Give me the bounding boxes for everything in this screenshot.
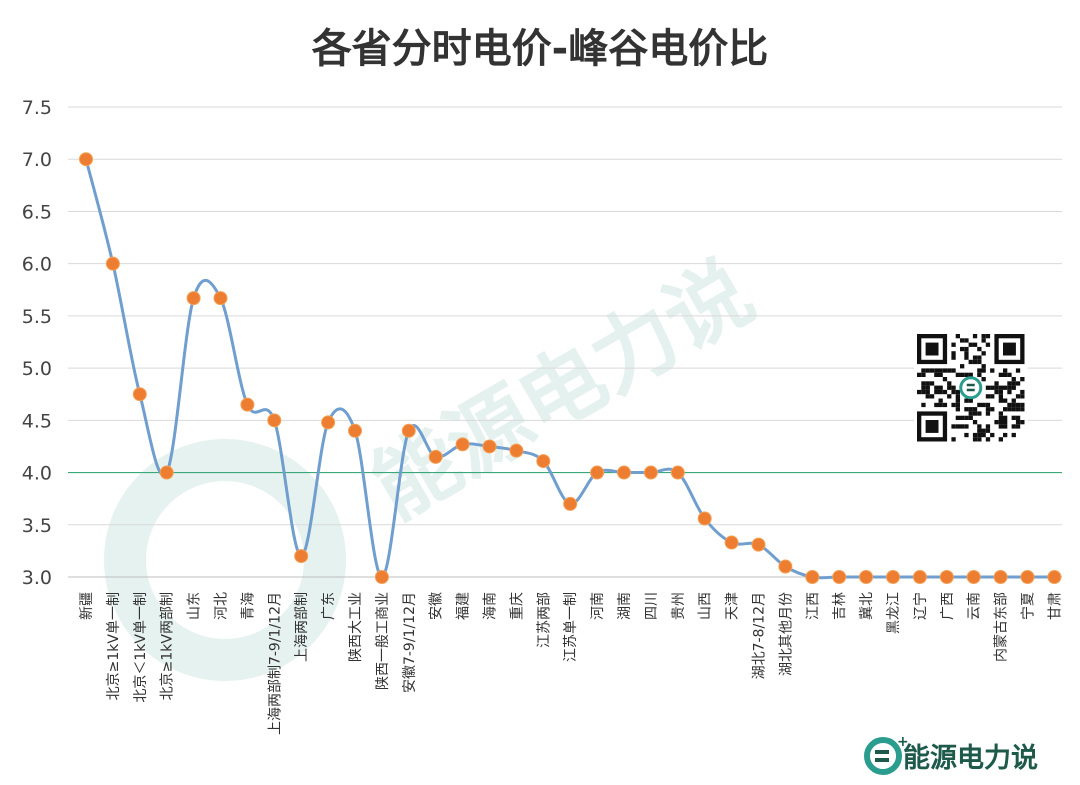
x-tick-label: 江苏两部 — [536, 592, 552, 648]
x-tick-label: 福建 — [456, 592, 472, 620]
x-tick-label: 辽宁 — [912, 592, 929, 620]
x-tick-label: 青海 — [240, 592, 256, 620]
x-tick-label: 湖北7-8/12月 — [752, 592, 768, 679]
data-point-28 — [832, 570, 847, 584]
x-tick-label: 陕西大工业 — [348, 592, 364, 662]
x-tick-label: 贵州 — [671, 592, 687, 620]
data-point-6 — [240, 397, 255, 412]
data-point-5 — [213, 291, 228, 306]
x-tick-label: 北京＜1kV单一制 — [133, 592, 149, 703]
data-point-3 — [159, 465, 174, 480]
data-point-21 — [643, 465, 658, 480]
x-tick-label: 山东 — [187, 592, 203, 620]
y-tick-label: 5.0 — [22, 358, 52, 380]
x-tick-label: 宁夏 — [1020, 592, 1037, 620]
brand-logo-icon: + — [864, 734, 909, 775]
data-point-7 — [267, 413, 282, 428]
watermark-logo-icon — [104, 439, 346, 681]
x-tick-label: 海南 — [483, 592, 499, 620]
data-point-29 — [859, 570, 874, 584]
data-point-18 — [563, 496, 578, 511]
data-point-26 — [778, 559, 793, 574]
data-point-20 — [617, 465, 631, 480]
y-tick-label: 5.5 — [22, 306, 52, 328]
chart-title: 各省分时电价-峰谷电价比 — [312, 26, 769, 72]
x-tick-label: 广西 — [940, 592, 956, 620]
x-tick-label: 江西 — [805, 592, 821, 620]
data-point-33 — [966, 570, 981, 584]
data-point-0 — [79, 152, 93, 167]
data-point-14 — [455, 437, 470, 452]
data-point-9 — [321, 415, 336, 430]
data-point-17 — [536, 454, 551, 469]
x-tick-label: 冀北 — [859, 592, 875, 620]
x-tick-label: 黑龙江 — [886, 592, 902, 634]
x-tick-label: 河南 — [590, 592, 606, 620]
data-point-32 — [939, 570, 954, 584]
x-tick-label: 甘肃 — [1047, 592, 1063, 620]
x-tick-label: 河北 — [214, 592, 230, 620]
data-point-25 — [751, 537, 766, 552]
x-tick-label: 湖北其他月份 — [778, 592, 794, 676]
x-tick-label: 安徽7-9/1/12月 — [402, 592, 418, 693]
data-point-35 — [1020, 570, 1035, 584]
data-point-16 — [509, 443, 524, 458]
data-point-36 — [1047, 570, 1062, 584]
data-point-15 — [482, 439, 497, 454]
data-point-22 — [670, 465, 685, 480]
data-points — [79, 152, 1062, 584]
data-point-2 — [132, 387, 147, 402]
y-tick-label: 3.0 — [22, 567, 52, 589]
y-tick-label: 3.5 — [22, 515, 52, 537]
data-point-10 — [348, 423, 362, 438]
x-tick-label: 云南 — [967, 592, 983, 620]
data-point-31 — [912, 570, 927, 584]
x-tick-label: 四川 — [644, 592, 660, 620]
x-tick-label: 北京≥1kV单一制 — [106, 592, 122, 700]
x-tick-label: 上海两部制7-9/1/12月 — [267, 592, 283, 735]
y-tick-label: 7.5 — [22, 97, 52, 119]
x-tick-label: 重庆 — [509, 592, 525, 620]
x-tick-label: 陕西一般工商业 — [375, 592, 391, 690]
data-point-13 — [428, 449, 443, 464]
data-point-11 — [374, 570, 389, 584]
x-tick-label: 天津 — [725, 592, 741, 620]
brand-logo: + 能源电力说 — [864, 734, 1038, 775]
data-point-24 — [724, 535, 739, 550]
data-point-1 — [105, 256, 120, 271]
data-point-19 — [590, 465, 605, 480]
y-tick-label: 4.5 — [22, 410, 52, 432]
y-tick-label: 6.5 — [22, 201, 52, 223]
x-tick-label: 广东 — [321, 592, 337, 620]
data-point-27 — [805, 570, 820, 584]
data-point-23 — [697, 511, 712, 526]
qr-code-icon — [914, 331, 1028, 445]
data-point-4 — [186, 291, 201, 306]
y-tick-label: 4.0 — [22, 463, 52, 485]
y-tick-label: 6.0 — [22, 254, 52, 276]
x-tick-label: 湖南 — [617, 592, 633, 620]
x-tick-label: 吉林 — [832, 592, 848, 620]
x-tick-label: 山西 — [698, 592, 714, 620]
data-point-12 — [401, 423, 416, 438]
data-point-34 — [993, 570, 1008, 584]
data-point-30 — [886, 570, 900, 584]
x-tick-label: 北京≥1kV两部制 — [160, 592, 176, 700]
x-tick-label: 内蒙古东部 — [994, 592, 1010, 662]
y-axis: 3.0 3.5 4.0 4.5 5.0 5.5 6.0 6.5 7.0 7.5 — [22, 97, 52, 589]
x-axis: 新疆 北京≥1kV单一制 北京＜1kV单一制 北京≥1kV两部制 山东 河北 青海 上海两部制… — [79, 592, 1063, 735]
brand-name: 能源电力说 — [903, 742, 1038, 774]
x-tick-label: 安徽 — [429, 592, 445, 620]
x-tick-label: 上海两部制 — [294, 592, 310, 662]
y-tick-label: 7.0 — [22, 149, 52, 171]
svg-text:+: + — [897, 734, 909, 750]
x-tick-label: 新疆 — [79, 592, 95, 620]
x-tick-label: 江苏单一制 — [563, 592, 579, 662]
data-point-8 — [294, 549, 309, 564]
